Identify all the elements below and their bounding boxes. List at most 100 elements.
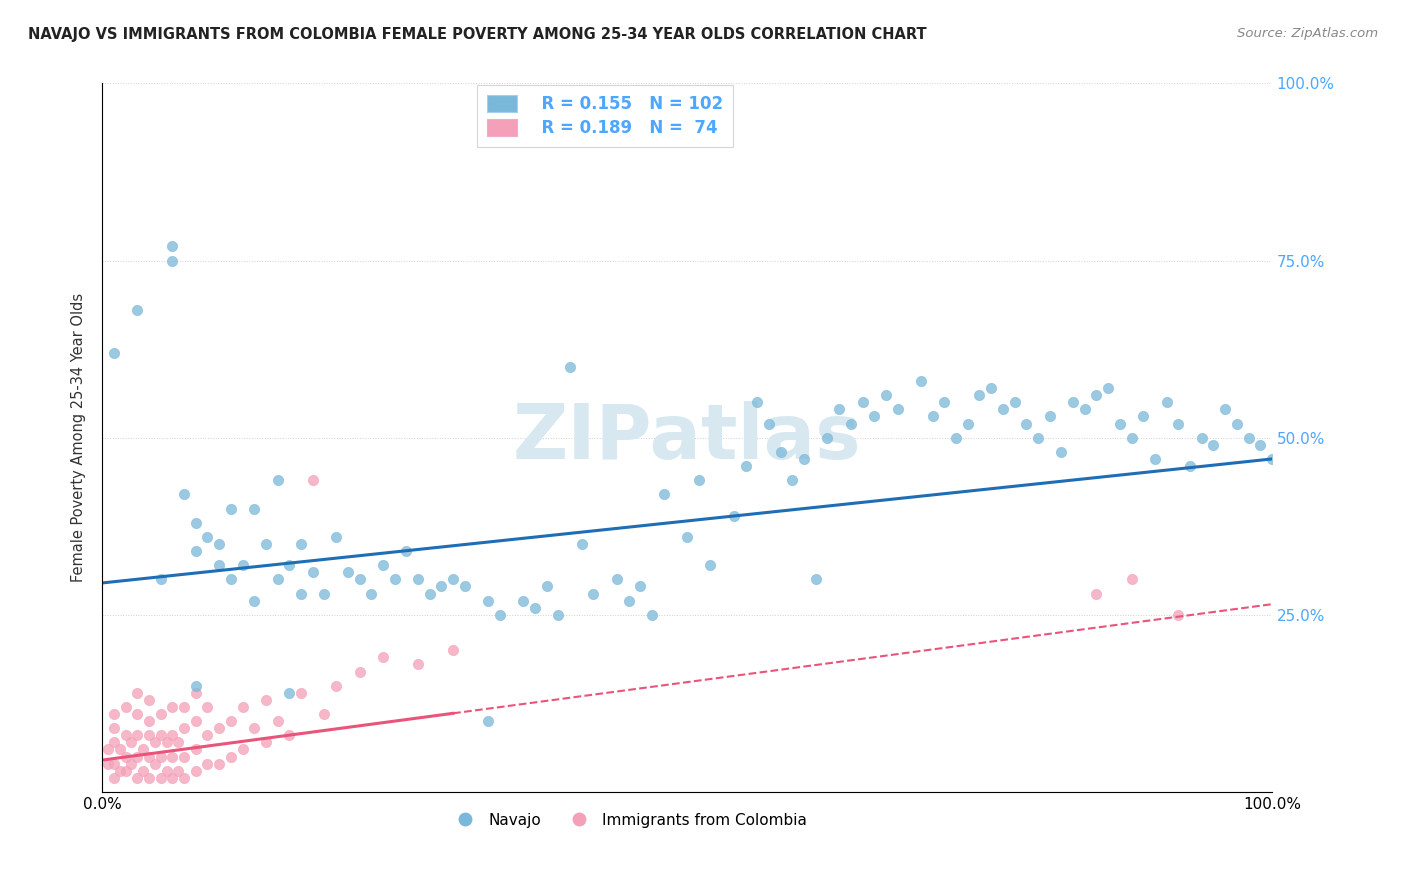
Point [430, 579, 453, 593]
Point [167, 764, 190, 778]
Point [1156, 395, 1178, 409]
Point [120, 756, 142, 771]
Point [688, 473, 710, 487]
Point [441, 643, 464, 657]
Point [934, 395, 956, 409]
Point [384, 573, 406, 587]
Point [290, 537, 312, 551]
Text: Source: ZipAtlas.com: Source: ZipAtlas.com [1237, 27, 1378, 40]
Point [863, 409, 886, 424]
Point [314, 586, 336, 600]
Point [910, 374, 932, 388]
Point [1039, 409, 1062, 424]
Point [155, 735, 177, 749]
Point [617, 593, 640, 607]
Text: ZIPatlas: ZIPatlas [513, 401, 862, 475]
Point [278, 728, 301, 742]
Point [477, 714, 499, 728]
Point [969, 388, 991, 402]
Point [921, 409, 943, 424]
Point [991, 402, 1014, 417]
Point [956, 417, 979, 431]
Point [606, 573, 628, 587]
Point [184, 764, 207, 778]
Point [184, 742, 207, 756]
Point [782, 473, 804, 487]
Point [162, 239, 184, 253]
Point [184, 516, 207, 530]
Point [127, 303, 149, 318]
Point [108, 764, 131, 778]
Point [571, 537, 593, 551]
Point [290, 586, 312, 600]
Point [1167, 417, 1189, 431]
Point [1015, 417, 1038, 431]
Point [167, 735, 190, 749]
Point [162, 728, 184, 742]
Point [290, 686, 312, 700]
Point [301, 566, 323, 580]
Point [149, 749, 172, 764]
Point [676, 530, 699, 544]
Point [851, 395, 873, 409]
Point [875, 388, 897, 402]
Point [127, 686, 149, 700]
Point [1202, 438, 1225, 452]
Point [1261, 452, 1284, 467]
Point [314, 706, 336, 721]
Point [266, 473, 288, 487]
Point [1026, 431, 1049, 445]
Point [1062, 395, 1084, 409]
Point [1121, 431, 1143, 445]
Point [173, 771, 195, 785]
Legend: Navajo, Immigrants from Colombia: Navajo, Immigrants from Colombia [444, 806, 813, 834]
Point [325, 679, 347, 693]
Point [127, 749, 149, 764]
Point [1074, 402, 1097, 417]
Point [278, 558, 301, 573]
Point [149, 706, 172, 721]
Point [219, 501, 242, 516]
Point [793, 452, 815, 467]
Point [945, 431, 967, 445]
Point [441, 573, 464, 587]
Point [173, 487, 195, 501]
Point [143, 756, 166, 771]
Point [1249, 438, 1271, 452]
Point [1121, 573, 1143, 587]
Point [349, 573, 371, 587]
Point [815, 431, 838, 445]
Point [162, 253, 184, 268]
Y-axis label: Female Poverty Among 25-34 Year Olds: Female Poverty Among 25-34 Year Olds [72, 293, 86, 582]
Point [325, 530, 347, 544]
Point [371, 650, 394, 665]
Point [184, 714, 207, 728]
Point [184, 679, 207, 693]
Point [395, 544, 418, 558]
Point [114, 749, 136, 764]
Point [524, 600, 547, 615]
Point [886, 402, 908, 417]
Point [232, 558, 254, 573]
Point [149, 728, 172, 742]
Point [127, 728, 149, 742]
Point [103, 345, 125, 359]
Point [149, 771, 172, 785]
Point [734, 458, 756, 473]
Point [769, 445, 792, 459]
Point [114, 728, 136, 742]
Point [349, 665, 371, 679]
Point [138, 693, 160, 707]
Point [184, 686, 207, 700]
Point [103, 721, 125, 735]
Point [804, 573, 827, 587]
Point [97, 756, 120, 771]
Point [301, 473, 323, 487]
Point [132, 742, 155, 756]
Point [1167, 607, 1189, 622]
Point [108, 742, 131, 756]
Point [197, 728, 219, 742]
Point [477, 593, 499, 607]
Point [489, 607, 512, 622]
Point [149, 573, 172, 587]
